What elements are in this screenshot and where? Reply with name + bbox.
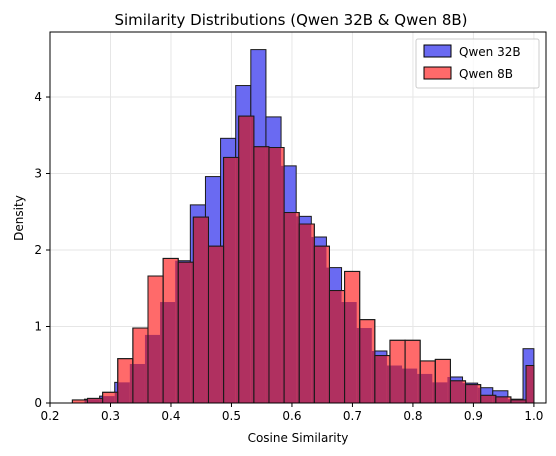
overlap-bar — [160, 302, 164, 403]
overlap-bar — [356, 328, 360, 403]
overlap-bar — [417, 373, 421, 403]
y-tick-label: 3 — [34, 167, 42, 181]
overlap-bar — [344, 302, 357, 403]
overlap-bar — [220, 246, 224, 403]
legend-label-qwen-32b: Qwen 32B — [459, 45, 521, 59]
overlap-bars — [71, 115, 535, 404]
overlap-bar — [238, 116, 251, 403]
overlap-bar — [284, 212, 297, 403]
overlap-bar — [359, 328, 372, 403]
overlap-bar — [193, 217, 206, 403]
overlap-bar — [147, 334, 161, 403]
x-tick-label: 0.5 — [222, 409, 241, 423]
overlap-bar — [329, 290, 342, 403]
overlap-bar — [299, 224, 312, 403]
overlap-bar — [132, 363, 145, 403]
overlap-bar — [447, 376, 451, 403]
x-tick-label: 0.2 — [40, 409, 59, 423]
overlap-bar — [526, 365, 534, 403]
overlap-bar — [296, 216, 300, 403]
overlap-bar — [389, 365, 403, 403]
overlap-bar — [144, 334, 148, 403]
overlap-bar — [84, 399, 88, 403]
overlap-bar — [450, 380, 463, 403]
y-axis-label: Density — [12, 195, 26, 241]
overlap-bar — [178, 262, 191, 403]
y-tick-label: 1 — [34, 320, 42, 334]
overlap-bar — [281, 165, 285, 403]
overlap-bar — [462, 383, 466, 403]
overlap-bar — [420, 373, 433, 403]
overlap-bar — [465, 384, 478, 403]
overlap-bar — [114, 392, 118, 403]
x-tick-label: 0.9 — [464, 409, 483, 423]
legend-swatch-qwen-8b — [423, 66, 452, 80]
overlap-bar — [495, 396, 508, 403]
overlap-bar — [190, 262, 194, 403]
y-tick-label: 0 — [34, 396, 42, 410]
overlap-bar — [480, 395, 493, 403]
overlap-bar — [402, 368, 406, 403]
x-tick-label: 0.6 — [282, 409, 301, 423]
overlap-bar — [507, 399, 511, 403]
overlap-bar — [523, 399, 527, 403]
x-tick-label: 0.3 — [101, 409, 120, 423]
overlap-bar — [405, 368, 418, 403]
overlap-bar — [223, 157, 236, 403]
overlap-bar — [268, 147, 282, 403]
overlap-bar — [129, 363, 133, 403]
y-tick-label: 2 — [34, 243, 42, 257]
overlap-bar — [102, 396, 115, 403]
x-tick-label: 0.4 — [161, 409, 180, 423]
legend-swatch-qwen-32b — [423, 44, 452, 58]
chart-title: Similarity Distributions (Qwen 32B & Qwe… — [114, 11, 467, 29]
overlap-bar — [117, 382, 130, 403]
overlap-bar — [314, 246, 327, 403]
overlap-bar — [492, 395, 496, 403]
overlap-bar — [510, 399, 524, 403]
overlap-bar — [265, 146, 269, 404]
overlap-bar — [253, 146, 266, 404]
overlap-bar — [435, 382, 448, 403]
x-axis-ticks: 0.2 0.3 0.4 0.5 0.6 0.7 0.8 0.9 1.0 — [40, 403, 543, 423]
overlap-bar — [432, 382, 436, 403]
overlap-bar — [311, 237, 315, 403]
overlap-bar — [163, 302, 176, 403]
x-axis-label: Cosine Similarity — [248, 431, 349, 445]
overlap-bar — [386, 365, 390, 403]
overlap-bar — [326, 267, 330, 403]
y-tick-label: 4 — [34, 90, 42, 104]
x-tick-label: 0.8 — [403, 409, 422, 423]
overlap-bar — [477, 387, 481, 403]
overlap-bar — [87, 399, 100, 403]
y-axis-ticks: 0 1 2 3 4 — [34, 90, 50, 410]
plot-frame — [49, 31, 547, 404]
overlap-bar — [250, 116, 254, 403]
legend-label-qwen-8b: Qwen 8B — [459, 67, 513, 81]
overlap-bar — [99, 398, 103, 403]
overlap-bar — [205, 217, 209, 403]
overlap-bar — [175, 260, 179, 403]
legend: Qwen 32B Qwen 8B — [415, 38, 540, 89]
overlap-bar — [371, 350, 375, 403]
overlap-bar — [235, 157, 239, 403]
overlap-bar — [208, 246, 221, 403]
x-tick-label: 1.0 — [524, 409, 543, 423]
overlap-bar — [374, 355, 387, 403]
overlap-bar — [341, 302, 345, 403]
x-tick-label: 0.7 — [343, 409, 362, 423]
